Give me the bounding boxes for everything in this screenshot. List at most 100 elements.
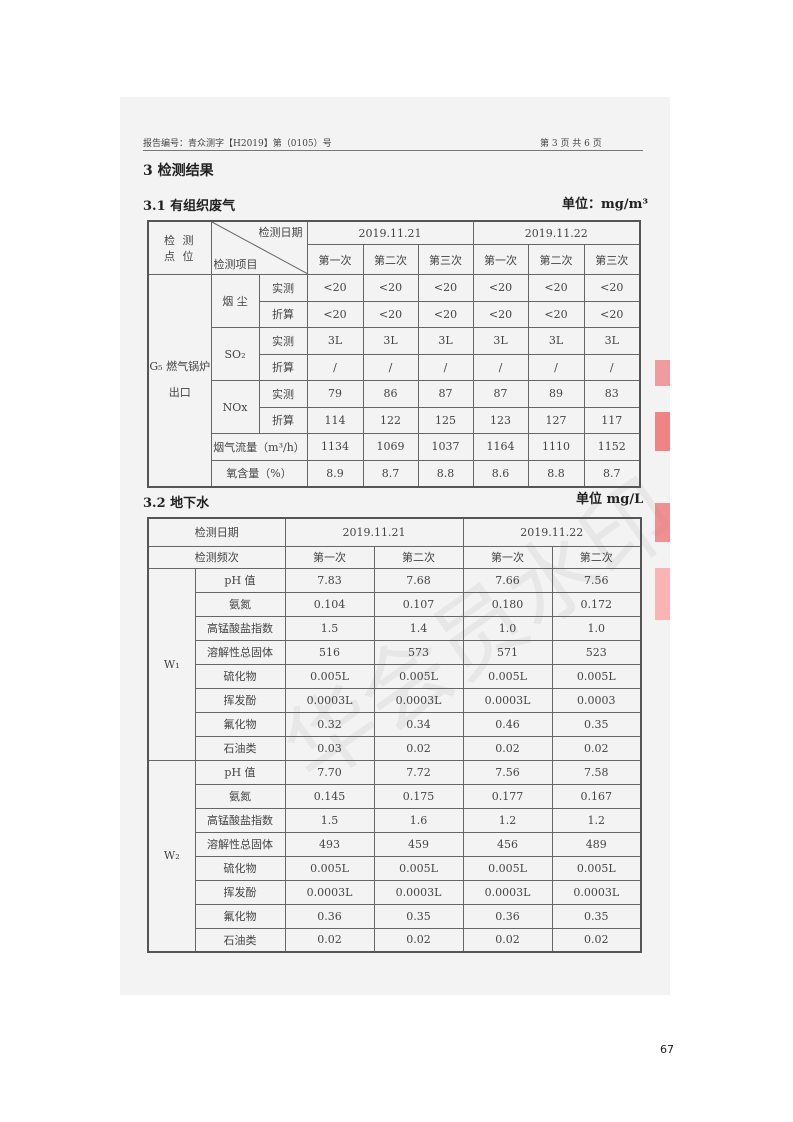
value-cell: 0.177 bbox=[462, 783, 553, 809]
value-cell: 0.0003 bbox=[551, 687, 642, 713]
table-row: 第一次 第二次 第三次 第一次 第二次 第三次 bbox=[148, 244, 641, 275]
red-seal-stamp bbox=[655, 360, 670, 620]
value-cell: 1.4 bbox=[373, 615, 464, 641]
value-cell: 0.172 bbox=[551, 591, 642, 617]
value-cell: <20 bbox=[527, 300, 585, 328]
value-cell: 0.02 bbox=[551, 735, 642, 761]
air-results-table: 检 测 点 位检测日期 检测项目 2019.11.21 2019.11.22 第一次 第二… bbox=[147, 220, 642, 488]
value-cell: 114 bbox=[306, 406, 364, 434]
date-header: 2019.11.22 bbox=[472, 220, 641, 246]
value-cell: 0.36 bbox=[462, 903, 553, 929]
table-row: 氨氮 0.104 0.107 0.180 0.172 bbox=[148, 591, 642, 617]
value-cell: 0.02 bbox=[462, 927, 553, 953]
value-cell: 0.03 bbox=[284, 735, 375, 761]
air-title: 3.1 有组织废气 bbox=[143, 199, 236, 214]
value-cell: 7.83 bbox=[284, 567, 375, 593]
table-row: 高锰酸盐指数 1.5 1.4 1.0 1.0 bbox=[148, 615, 642, 641]
value-cell: 1.2 bbox=[462, 807, 553, 833]
date-header: 2019.11.22 bbox=[462, 517, 642, 547]
item-cell: 烟 尘 bbox=[210, 274, 260, 328]
value-cell: 8.7 bbox=[362, 459, 419, 487]
item-cell: 石油类 bbox=[194, 927, 286, 953]
time-header: 第一次 bbox=[462, 545, 553, 569]
table-row: 烟气流量（m³/h） 1134 1069 1037 1164 1110 1152 bbox=[148, 433, 641, 461]
value-cell: 0.005L bbox=[373, 663, 464, 689]
time-header: 第一次 bbox=[472, 244, 529, 275]
item-cell: 高锰酸盐指数 bbox=[194, 807, 286, 833]
site-cell: G₅ 燃气锅炉出口 bbox=[147, 274, 212, 487]
value-cell: 0.005L bbox=[551, 663, 642, 689]
value-cell: 87 bbox=[417, 380, 474, 408]
value-cell: <20 bbox=[417, 274, 474, 302]
item-cell: 硫化物 bbox=[194, 663, 286, 689]
value-cell: 0.35 bbox=[373, 903, 464, 929]
item-cell: pH 值 bbox=[194, 759, 286, 785]
diagonal-line bbox=[212, 222, 306, 274]
item-cell: 氟化物 bbox=[194, 903, 286, 929]
table-row: G₅ 燃气锅炉出口烟 尘实测 <20 <20 <20 <20 <20 <20 bbox=[147, 274, 641, 487]
item-cell: 硫化物 bbox=[194, 855, 286, 881]
value-cell: <20 bbox=[362, 274, 419, 302]
date-header: 2019.11.21 bbox=[306, 220, 474, 246]
value-cell: 493 bbox=[284, 831, 375, 857]
item-cell: 氨氮 bbox=[194, 591, 286, 617]
item-cell: 溶解性总固体 bbox=[194, 639, 286, 665]
value-cell: 1134 bbox=[306, 433, 364, 461]
value-cell: 125 bbox=[417, 406, 474, 434]
value-cell: 3L bbox=[472, 327, 529, 355]
table-row: 检测频次 第一次 第二次 第一次 第二次 bbox=[147, 545, 642, 569]
date-label: 检测日期 bbox=[147, 517, 286, 547]
value-cell: 1110 bbox=[527, 433, 585, 461]
frequency-label: 检测频次 bbox=[147, 545, 286, 569]
time-header: 第一次 bbox=[306, 244, 364, 275]
value-cell: 127 bbox=[527, 406, 585, 434]
site-cell: W₁ bbox=[147, 567, 196, 761]
item-cell: NOx bbox=[210, 380, 260, 434]
value-cell: 7.56 bbox=[551, 567, 642, 593]
value-cell: 0.02 bbox=[462, 735, 553, 761]
table-row: W₂ pH 值 7.70 7.72 7.56 7.58 bbox=[147, 759, 642, 953]
sub-item-cell: 实测 bbox=[258, 274, 308, 302]
value-cell: 0.005L bbox=[284, 855, 375, 881]
item-cell: 氧含量（%） bbox=[210, 459, 308, 487]
value-cell: 0.0003L bbox=[551, 879, 642, 905]
value-cell: 0.02 bbox=[373, 735, 464, 761]
value-cell: 0.0003L bbox=[284, 687, 375, 713]
sub-item-cell: 实测 bbox=[258, 327, 308, 355]
page-number: 67 bbox=[660, 1043, 674, 1056]
value-cell: 3L bbox=[306, 327, 364, 355]
value-cell: 83 bbox=[583, 380, 641, 408]
water-unit: 单位 mg/L bbox=[576, 492, 644, 507]
value-cell: 1.0 bbox=[551, 615, 642, 641]
value-cell: 0.005L bbox=[462, 663, 553, 689]
table-row: 溶解性总固体 516 573 571 523 bbox=[148, 639, 642, 665]
value-cell: 0.0003L bbox=[462, 687, 553, 713]
table-row: 硫化物 0.005L 0.005L 0.005L 0.005L bbox=[148, 663, 642, 689]
water-title: 3.2 地下水 bbox=[143, 496, 210, 511]
value-cell: 123 bbox=[472, 406, 529, 434]
value-cell: 0.0003L bbox=[373, 879, 464, 905]
value-cell: 8.8 bbox=[527, 459, 585, 487]
value-cell: 516 bbox=[284, 639, 375, 665]
value-cell: <20 bbox=[417, 300, 474, 328]
value-cell: 0.0003L bbox=[462, 879, 553, 905]
value-cell: 0.005L bbox=[462, 855, 553, 881]
value-cell: <20 bbox=[472, 274, 529, 302]
value-cell: 8.9 bbox=[306, 459, 364, 487]
value-cell: 87 bbox=[472, 380, 529, 408]
value-cell: / bbox=[362, 353, 419, 381]
value-cell: 7.66 bbox=[462, 567, 553, 593]
value-cell: 523 bbox=[551, 639, 642, 665]
item-cell: 溶解性总固体 bbox=[194, 831, 286, 857]
value-cell: 573 bbox=[373, 639, 464, 665]
air-unit: 单位：mg/m³ bbox=[562, 197, 649, 212]
item-cell: 挥发酚 bbox=[194, 687, 286, 713]
value-cell: 79 bbox=[306, 380, 364, 408]
value-cell: 0.005L bbox=[551, 855, 642, 881]
value-cell: 7.72 bbox=[373, 759, 464, 785]
item-cell: SO₂ bbox=[210, 327, 260, 381]
value-cell: 1152 bbox=[583, 433, 641, 461]
value-cell: <20 bbox=[472, 300, 529, 328]
value-cell: <20 bbox=[527, 274, 585, 302]
item-cell: 石油类 bbox=[194, 735, 286, 761]
